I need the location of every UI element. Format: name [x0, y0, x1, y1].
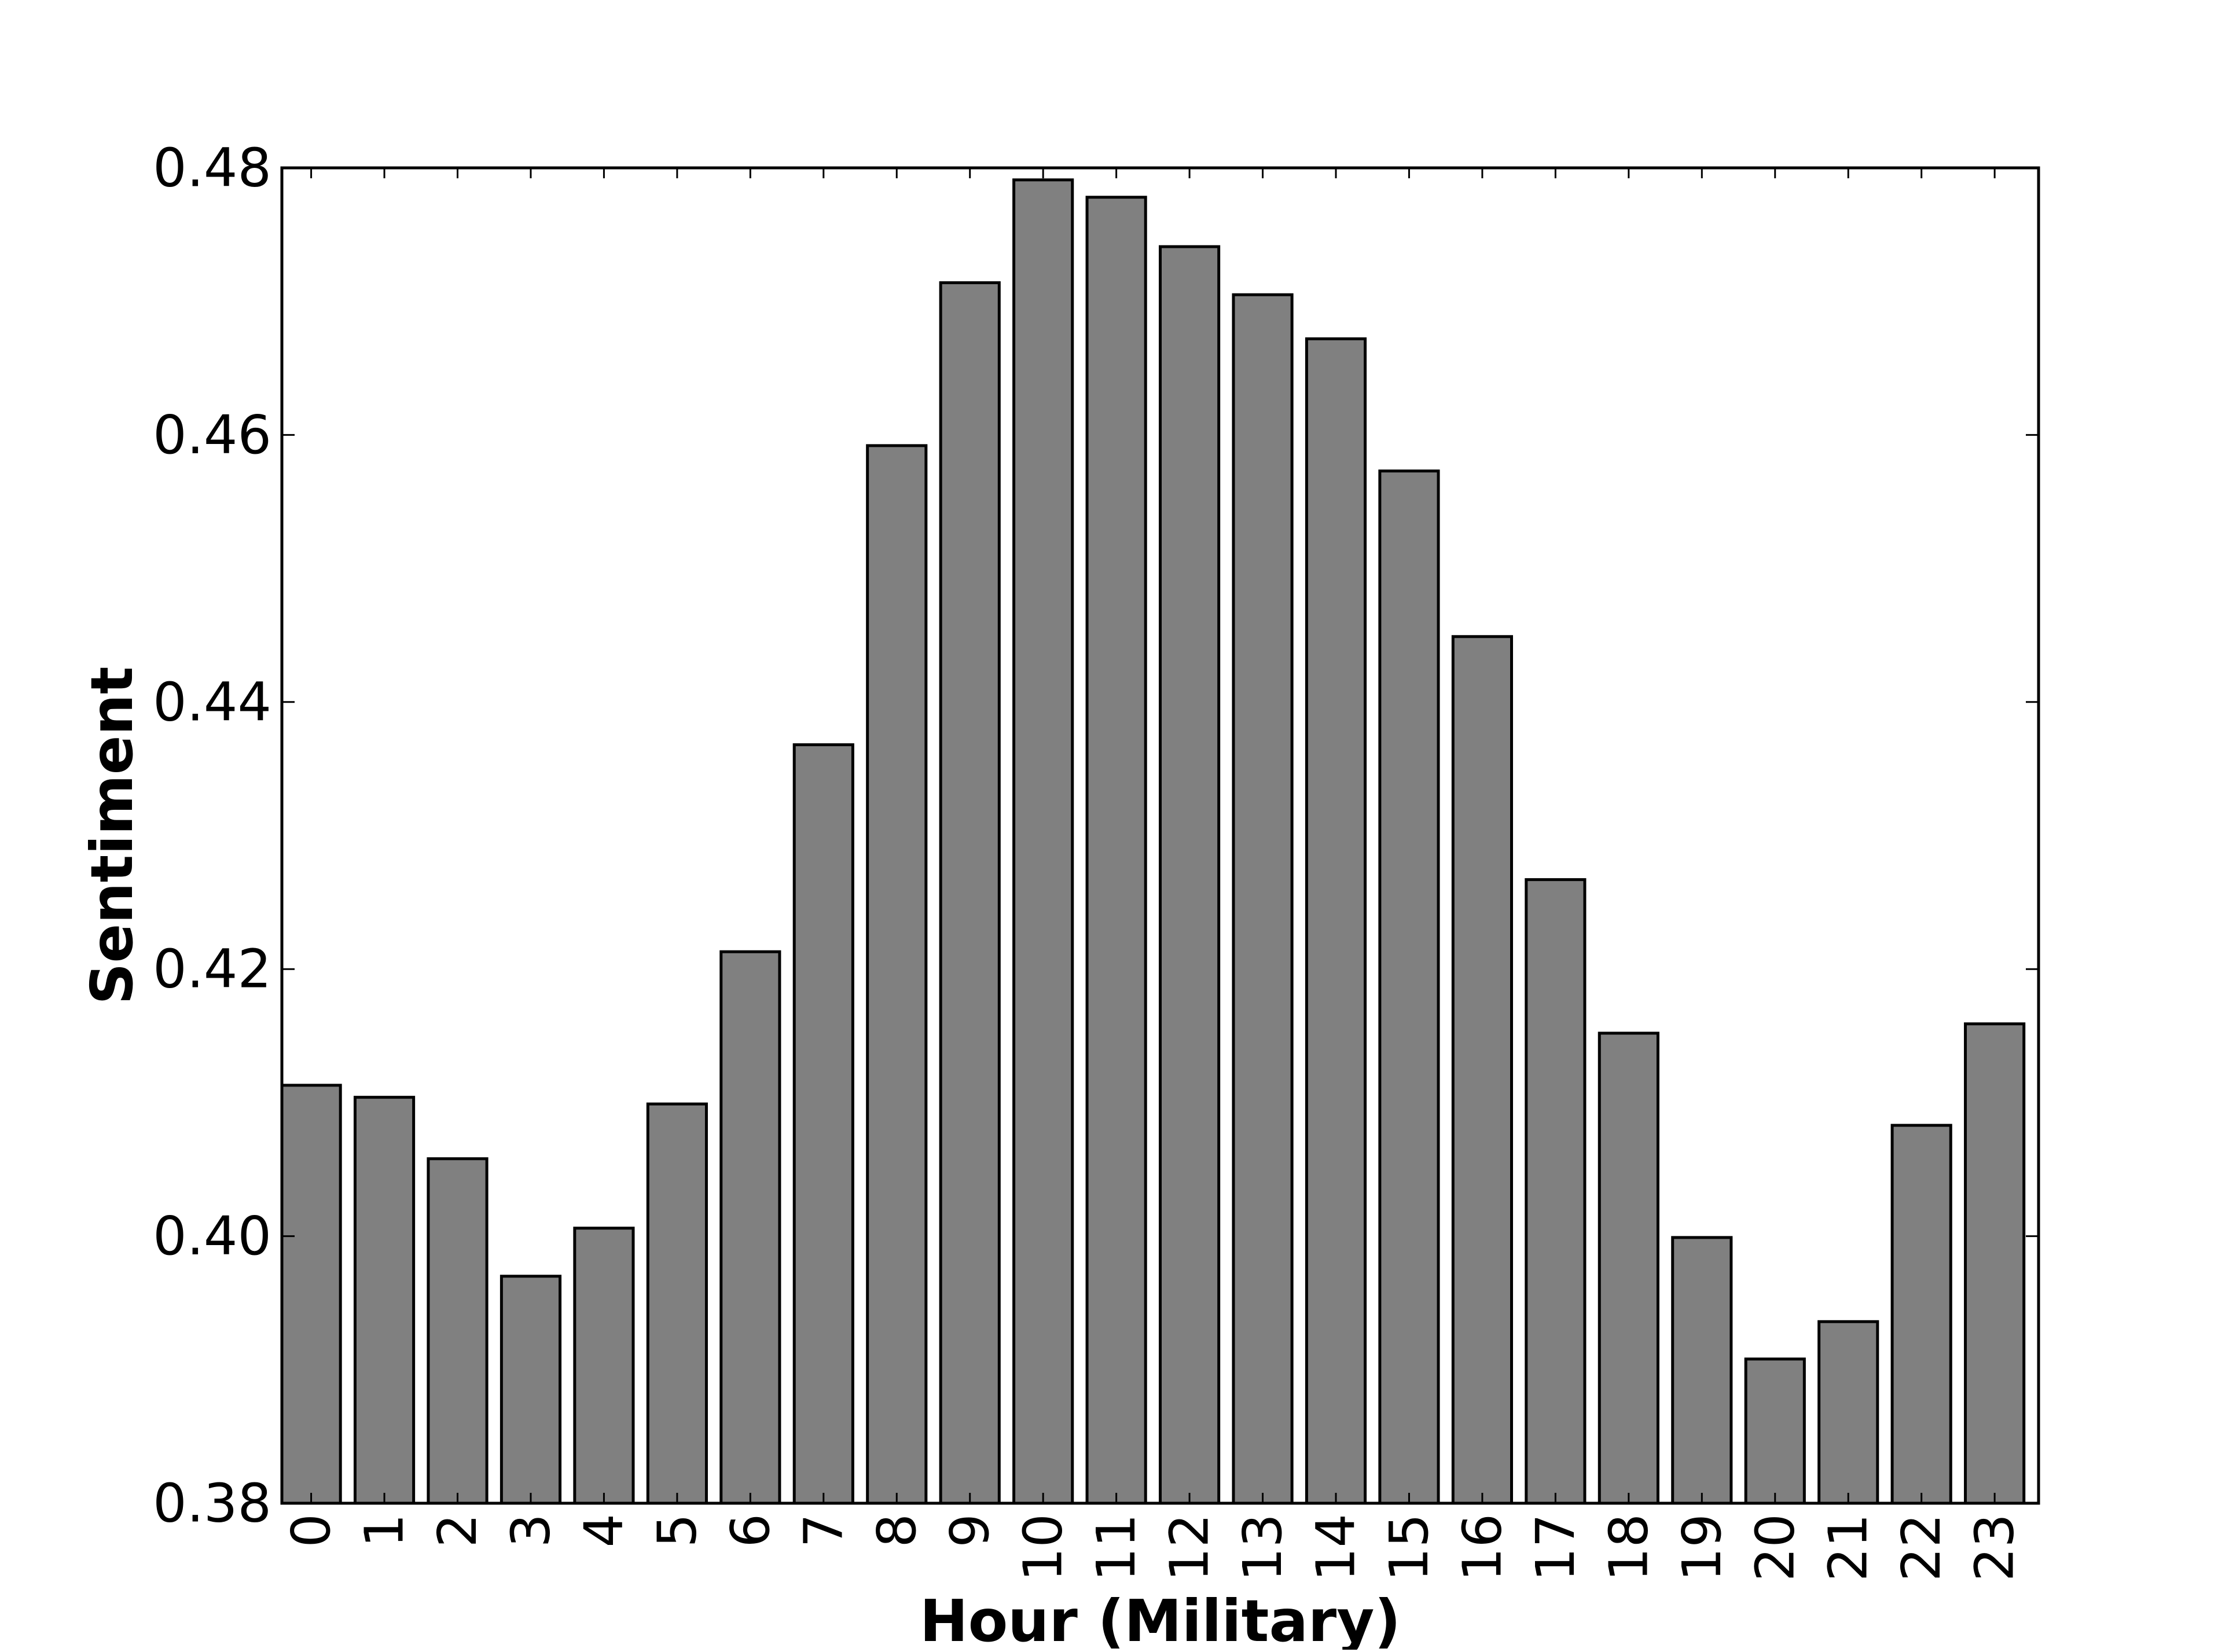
bar-hour-20	[1744, 1357, 1806, 1505]
bar-hour-0	[280, 1084, 342, 1505]
bar-hour-19	[1671, 1236, 1733, 1505]
bar-hour-3	[500, 1275, 562, 1505]
x-tick-label-16: 16	[1451, 1514, 1513, 1581]
y-tick-label-0: 0.38	[153, 1473, 271, 1534]
x-tick-label-7: 7	[792, 1514, 854, 1548]
bar-hour-14	[1305, 337, 1367, 1505]
y-tick-label-4: 0.46	[153, 404, 271, 466]
bar-hour-1	[353, 1096, 416, 1505]
x-tick-label-6: 6	[719, 1514, 781, 1548]
x-tick-label-9: 9	[939, 1514, 1001, 1548]
y-tick-label-5: 0.48	[153, 137, 271, 199]
bar-hour-7	[792, 743, 854, 1505]
bar-hour-2	[427, 1157, 489, 1505]
bar-hour-21	[1817, 1320, 1879, 1505]
x-tick-label-10: 10	[1012, 1514, 1074, 1581]
bar-hour-15	[1378, 469, 1440, 1505]
x-tick-label-3: 3	[500, 1514, 561, 1548]
x-tick-label-13: 13	[1232, 1514, 1294, 1581]
x-tick-label-8: 8	[866, 1514, 928, 1548]
x-tick-label-4: 4	[573, 1514, 635, 1548]
y-tick-label-2: 0.42	[153, 938, 271, 1000]
bar-hour-11	[1085, 196, 1147, 1505]
bar-hour-8	[866, 444, 928, 1505]
x-tick-label-21: 21	[1817, 1514, 1879, 1581]
bar-hour-12	[1159, 245, 1221, 1505]
x-tick-label-12: 12	[1159, 1514, 1221, 1581]
y-tick-label-3: 0.44	[153, 671, 271, 733]
bar-hour-17	[1525, 878, 1587, 1505]
x-tick-label-20: 20	[1744, 1514, 1806, 1581]
x-tick-label-5: 5	[646, 1514, 708, 1548]
x-tick-label-18: 18	[1598, 1514, 1659, 1581]
x-axis-label: Hour (Military)	[920, 1587, 1401, 1650]
x-tick-label-17: 17	[1525, 1514, 1587, 1581]
bar-hour-16	[1451, 635, 1514, 1505]
bar-hour-10	[1012, 178, 1074, 1505]
bar-hour-13	[1232, 293, 1294, 1505]
x-tick-label-15: 15	[1378, 1514, 1440, 1581]
x-tick-label-1: 1	[354, 1514, 416, 1548]
plot-frame	[280, 166, 2040, 1505]
bar-hour-6	[719, 950, 781, 1505]
x-tick-label-23: 23	[1964, 1514, 2026, 1581]
bar-hour-5	[646, 1102, 708, 1505]
x-tick-label-0: 0	[280, 1514, 342, 1548]
bar-hour-4	[573, 1227, 635, 1505]
y-axis-label: Sentiment	[78, 666, 146, 1004]
ticks-layer	[282, 167, 2039, 1504]
bar-hour-23	[1964, 1022, 2026, 1505]
bar-hour-9	[939, 281, 1001, 1505]
x-tick-label-22: 22	[1890, 1514, 1952, 1581]
bar-hour-18	[1598, 1031, 1659, 1505]
labels-layer: 0 1 2 3 4 5 6 7 8 9 10 11 12 13 14 15 16 17 18 19 20 21 22 230.…	[153, 137, 2025, 1582]
y-tick-label-1: 0.40	[153, 1205, 271, 1267]
x-tick-label-19: 19	[1671, 1514, 1733, 1581]
x-tick-label-14: 14	[1305, 1514, 1367, 1581]
x-tick-label-2: 2	[427, 1514, 489, 1548]
bars-layer	[280, 178, 2026, 1505]
x-tick-label-11: 11	[1085, 1514, 1147, 1581]
bar-hour-22	[1890, 1124, 1952, 1505]
